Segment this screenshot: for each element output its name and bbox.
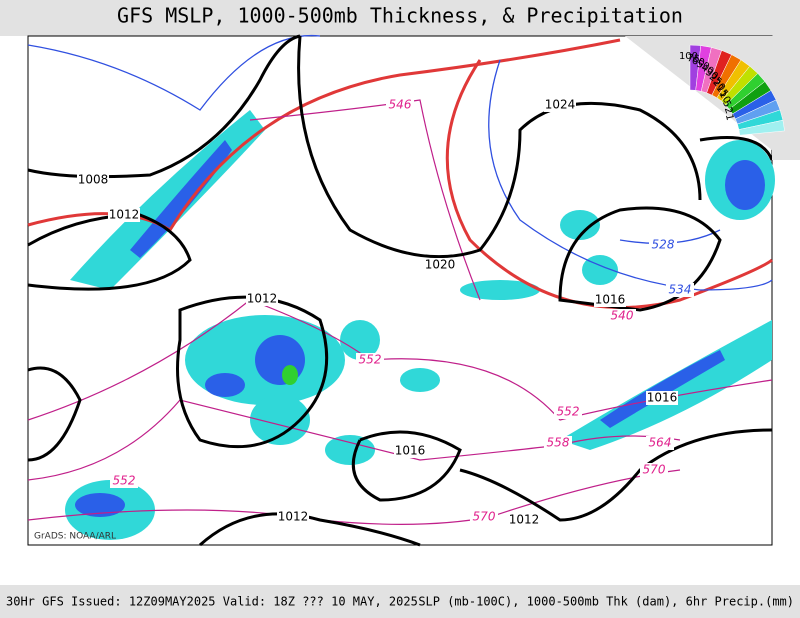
thickness-label: 528	[652, 238, 675, 252]
thickness-label: 570	[643, 463, 666, 477]
pressure-label: 1024	[545, 98, 576, 112]
title: GFS MSLP, 1000-500mb Thickness, & Precip…	[117, 4, 683, 28]
label-bg	[608, 309, 636, 323]
thickness-label: 552	[113, 474, 136, 488]
thickness-label: 546	[389, 98, 412, 112]
legend-label: 5	[720, 99, 733, 109]
thickness-label: 558	[547, 436, 570, 450]
thickness-label: 534	[669, 283, 692, 297]
label-bg	[424, 258, 456, 272]
pressure-label: 1012	[109, 208, 140, 222]
label-bg	[544, 98, 576, 112]
legend-label: 1	[723, 113, 735, 122]
legend-label: 75	[686, 53, 700, 65]
legend-label: 2	[722, 106, 734, 116]
label-bg	[110, 474, 138, 488]
label-bg	[246, 292, 278, 306]
legend-label: 100	[679, 51, 698, 62]
label-bg	[544, 436, 572, 450]
footer-left: 30Hr GFS Issued: 12Z09MAY2025 Valid: 18Z…	[6, 595, 418, 609]
label-bg	[77, 173, 109, 187]
map-area: 1008 1012 1024 1020 1012 1016 1016 1016 1012 1012…	[27, 34, 800, 547]
label-bg	[666, 283, 694, 297]
thickness-label: 570	[473, 510, 496, 524]
label-bg	[646, 391, 678, 405]
thickness-label: 564	[649, 436, 672, 450]
label-bg	[646, 436, 674, 450]
label-bg	[470, 510, 498, 524]
label-bg	[508, 513, 540, 527]
label-bg	[594, 293, 626, 307]
thickness-label: 552	[557, 405, 580, 419]
label-bg	[394, 444, 426, 458]
label-bg	[386, 98, 414, 112]
credit: GrADS: NOAA/ARL	[34, 532, 116, 542]
pressure-label: 1012	[247, 292, 278, 306]
label-bg	[640, 463, 668, 477]
label-bg	[649, 238, 677, 252]
legend-label: 60	[691, 55, 706, 69]
label-bg	[277, 510, 309, 524]
pressure-label: 1020	[425, 258, 456, 272]
legend-label: 50	[695, 59, 711, 74]
title-bar	[0, 0, 800, 36]
pressure-label: 1012	[509, 513, 540, 527]
label-bg	[554, 405, 582, 419]
precip-heavy	[75, 140, 765, 517]
legend-swatch	[738, 119, 785, 136]
pressure-label: 1008	[78, 173, 109, 187]
pressure-label: 1016	[395, 444, 426, 458]
pressure-label: 1016	[647, 391, 678, 405]
pressure-label: 1012	[278, 510, 309, 524]
label-bg	[108, 208, 140, 222]
map-frame	[27, 35, 773, 546]
pressure-label: 1016	[595, 293, 626, 307]
thickness-label: 552	[359, 353, 382, 367]
precip-moderate	[282, 365, 298, 385]
legend-label: 40	[699, 62, 715, 77]
label-bg	[356, 353, 384, 367]
footer-bar	[0, 585, 800, 618]
thickness-label: 540	[611, 309, 634, 323]
footer-right: SLP (mb-100C), 1000-500mb Thk (dam), 6hr…	[418, 595, 794, 609]
